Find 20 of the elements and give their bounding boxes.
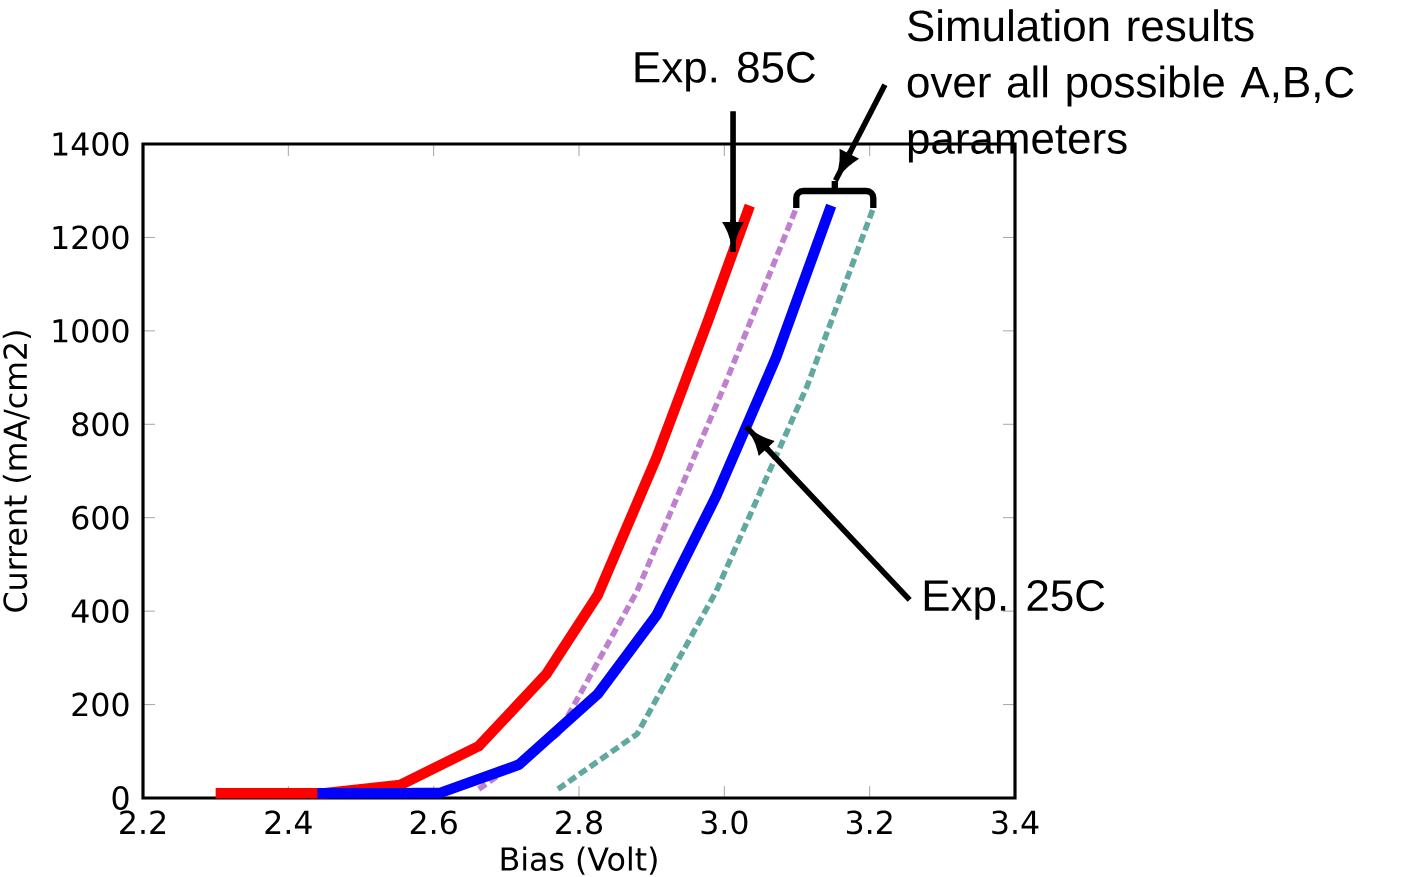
y-tick-label: 1000 xyxy=(53,318,129,343)
x-tick-label: 3.0 xyxy=(701,810,748,835)
annotation: Simulation results over all possible A,B,C parameters xyxy=(907,9,1354,163)
y-tick-label: 600 xyxy=(72,505,129,530)
y-tick-label: 200 xyxy=(72,692,129,717)
y-tick-label: 1400 xyxy=(53,132,129,156)
annotation: Exp. 25C xyxy=(924,580,1105,620)
x-axis-title: Bias (Volt) xyxy=(501,846,657,875)
annotation: Exp. 85C xyxy=(635,51,816,92)
y-tick-label: 400 xyxy=(71,599,129,624)
x-tick-label: 3.4 xyxy=(992,810,1039,835)
x-tick-label: 2.2 xyxy=(120,810,165,834)
x-tick-label: 2.6 xyxy=(410,810,457,835)
x-tick-label: 3.2 xyxy=(846,810,892,835)
y-axis-title: Current (mA/cm2) xyxy=(2,331,31,612)
y-tick-label: 1200 xyxy=(53,225,129,250)
y-tick-label: 0 xyxy=(112,786,129,810)
x-tick-label: 2.4 xyxy=(265,810,312,834)
y-tick-label: 800 xyxy=(72,412,129,437)
x-tick-label: 2.8 xyxy=(556,810,602,835)
